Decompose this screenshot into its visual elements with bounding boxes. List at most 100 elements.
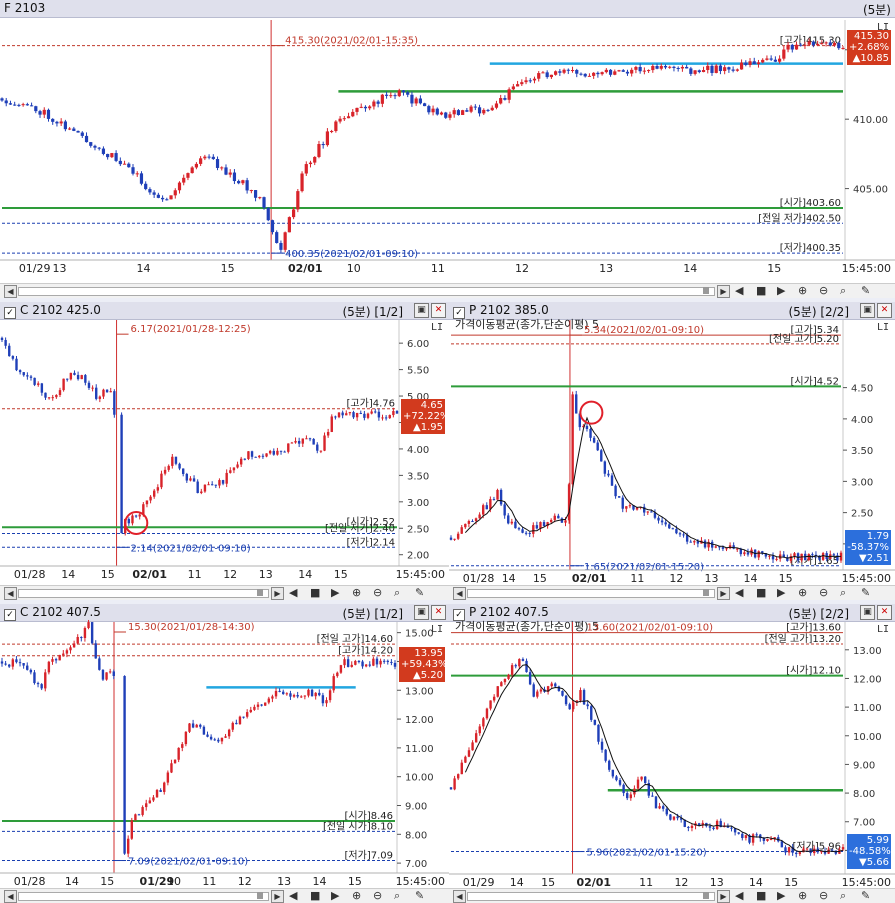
scroll-left-button[interactable]: ◀ bbox=[4, 285, 17, 298]
candle-body bbox=[731, 69, 735, 71]
chart-scrollbar[interactable]: ◀ ▶ ◀ ■ ▶ ⊕ ⊖ ⌕ ✎ bbox=[0, 585, 449, 600]
play-icon[interactable]: ▶ bbox=[777, 284, 786, 297]
zoom-out-icon[interactable]: ⊖ bbox=[373, 586, 383, 599]
scroll-right-button[interactable]: ▶ bbox=[717, 587, 730, 600]
zoom-out-icon[interactable]: ⊖ bbox=[373, 889, 383, 902]
play-icon[interactable]: ▶ bbox=[777, 586, 786, 599]
play-icon[interactable]: ▶ bbox=[331, 889, 340, 902]
zoom-out-icon[interactable]: ⊖ bbox=[819, 889, 829, 902]
scroll-left-button[interactable]: ◀ bbox=[4, 587, 17, 600]
candle-body bbox=[464, 756, 467, 763]
scroll-right-button[interactable]: ▶ bbox=[717, 285, 730, 298]
panel-checkbox[interactable]: ✓ bbox=[453, 307, 465, 319]
scroll-track[interactable] bbox=[18, 589, 269, 598]
search-icon[interactable]: ⌕ bbox=[840, 889, 847, 902]
zoom-in-icon[interactable]: ⊕ bbox=[798, 889, 808, 902]
zoom-out-icon[interactable]: ⊖ bbox=[819, 284, 829, 297]
chart-scrollbar[interactable]: ◀ ▶ ◀ ■ ▶ ⊕ ⊖ ⌕ ✎ bbox=[449, 888, 895, 903]
candle-body bbox=[832, 554, 836, 556]
panel-checkbox[interactable]: ✓ bbox=[4, 307, 16, 319]
reference-line-label: [시가]12.10 bbox=[786, 665, 841, 677]
zoom-in-icon[interactable]: ⊕ bbox=[352, 889, 362, 902]
scroll-right-button[interactable]: ▶ bbox=[271, 890, 284, 903]
candle-body bbox=[174, 456, 178, 464]
chart-scrollbar[interactable]: ◀ ▶ ◀ ■ ▶ ⊕ ⊖ ⌕ ✎ bbox=[0, 283, 895, 298]
candle-body bbox=[221, 480, 225, 484]
zoom-out-icon[interactable]: ⊖ bbox=[819, 586, 829, 599]
step-back-icon[interactable]: ◀ bbox=[289, 889, 298, 902]
candle-body bbox=[696, 541, 700, 544]
price-chart[interactable]: LI6.007.008.009.0010.0011.0012.0013.00가격… bbox=[449, 604, 895, 903]
scroll-left-button[interactable]: ◀ bbox=[453, 587, 466, 600]
close-button[interactable]: ✕ bbox=[431, 605, 446, 620]
candle-body bbox=[471, 742, 474, 751]
scroll-left-button[interactable]: ◀ bbox=[4, 890, 17, 903]
settings-wrench-icon[interactable]: ✎ bbox=[861, 586, 871, 599]
panel-checkbox[interactable]: ✓ bbox=[453, 609, 465, 621]
candle-body bbox=[737, 832, 740, 834]
candle-body bbox=[207, 156, 211, 158]
candle-body bbox=[575, 394, 578, 414]
scroll-right-button[interactable]: ▶ bbox=[717, 890, 730, 903]
play-icon[interactable]: ▶ bbox=[331, 586, 340, 599]
price-chart[interactable]: LI2.002.503.003.504.004.505.005.506.00[고… bbox=[0, 302, 449, 600]
scroll-track[interactable] bbox=[467, 589, 715, 598]
settings-wrench-icon[interactable]: ✎ bbox=[415, 889, 425, 902]
candle-body bbox=[560, 518, 564, 523]
search-icon[interactable]: ⌕ bbox=[840, 586, 847, 599]
candle-body bbox=[42, 109, 46, 115]
panel-checkbox[interactable]: ✓ bbox=[4, 609, 16, 621]
scroll-track[interactable] bbox=[467, 892, 715, 901]
chart-scrollbar[interactable]: ◀ ▶ ◀ ■ ▶ ⊕ ⊖ ⌕ ✎ bbox=[449, 585, 895, 600]
close-button[interactable]: ✕ bbox=[431, 303, 446, 318]
candle-body bbox=[62, 378, 65, 391]
search-icon[interactable]: ⌕ bbox=[840, 284, 847, 297]
chart-scrollbar[interactable]: ◀ ▶ ◀ ■ ▶ ⊕ ⊖ ⌕ ✎ bbox=[0, 888, 449, 903]
search-icon[interactable]: ⌕ bbox=[394, 889, 401, 902]
restore-button[interactable]: ▣ bbox=[414, 605, 429, 620]
stop-icon[interactable]: ■ bbox=[756, 586, 767, 599]
scroll-thumb[interactable] bbox=[703, 287, 709, 294]
settings-wrench-icon[interactable]: ✎ bbox=[861, 889, 871, 902]
stop-icon[interactable]: ■ bbox=[756, 889, 767, 902]
scroll-track[interactable] bbox=[18, 892, 269, 901]
scroll-track[interactable] bbox=[18, 287, 715, 296]
step-back-icon[interactable]: ◀ bbox=[735, 586, 744, 599]
restore-button[interactable]: ▣ bbox=[860, 303, 875, 318]
stop-icon[interactable]: ■ bbox=[310, 889, 321, 902]
zoom-in-icon[interactable]: ⊕ bbox=[798, 284, 808, 297]
scroll-thumb[interactable] bbox=[257, 589, 263, 596]
close-button[interactable]: ✕ bbox=[877, 605, 892, 620]
play-icon[interactable]: ▶ bbox=[777, 889, 786, 902]
restore-button[interactable]: ▣ bbox=[414, 303, 429, 318]
settings-wrench-icon[interactable]: ✎ bbox=[861, 284, 871, 297]
scroll-thumb[interactable] bbox=[257, 892, 263, 899]
time-tick-label: 11 bbox=[188, 568, 202, 581]
candle-body bbox=[541, 72, 545, 74]
candle-body bbox=[528, 672, 532, 685]
scroll-left-button[interactable]: ◀ bbox=[453, 890, 466, 903]
step-back-icon[interactable]: ◀ bbox=[735, 889, 744, 902]
restore-button[interactable]: ▣ bbox=[860, 605, 875, 620]
candle-body bbox=[492, 696, 496, 701]
price-chart[interactable]: LI2.002.503.003.504.004.50가격이동평균(종가,단순이평… bbox=[449, 302, 895, 600]
candle-body bbox=[239, 458, 243, 465]
stop-icon[interactable]: ■ bbox=[756, 284, 767, 297]
candle-body bbox=[279, 242, 283, 250]
zoom-in-icon[interactable]: ⊕ bbox=[798, 586, 808, 599]
step-back-icon[interactable]: ◀ bbox=[289, 586, 298, 599]
stop-icon[interactable]: ■ bbox=[310, 586, 321, 599]
candle-body bbox=[651, 65, 655, 71]
zoom-in-icon[interactable]: ⊕ bbox=[352, 586, 362, 599]
settings-wrench-icon[interactable]: ✎ bbox=[415, 586, 425, 599]
candle-body bbox=[575, 70, 579, 74]
candle-body bbox=[732, 545, 735, 549]
search-icon[interactable]: ⌕ bbox=[394, 586, 401, 599]
scroll-thumb[interactable] bbox=[703, 589, 709, 596]
scroll-thumb[interactable] bbox=[703, 892, 709, 899]
step-back-icon[interactable]: ◀ bbox=[735, 284, 744, 297]
close-button[interactable]: ✕ bbox=[877, 303, 892, 318]
scroll-right-button[interactable]: ▶ bbox=[271, 587, 284, 600]
price-chart[interactable]: LI7.008.009.0010.0011.0012.0013.0014.001… bbox=[0, 604, 449, 903]
